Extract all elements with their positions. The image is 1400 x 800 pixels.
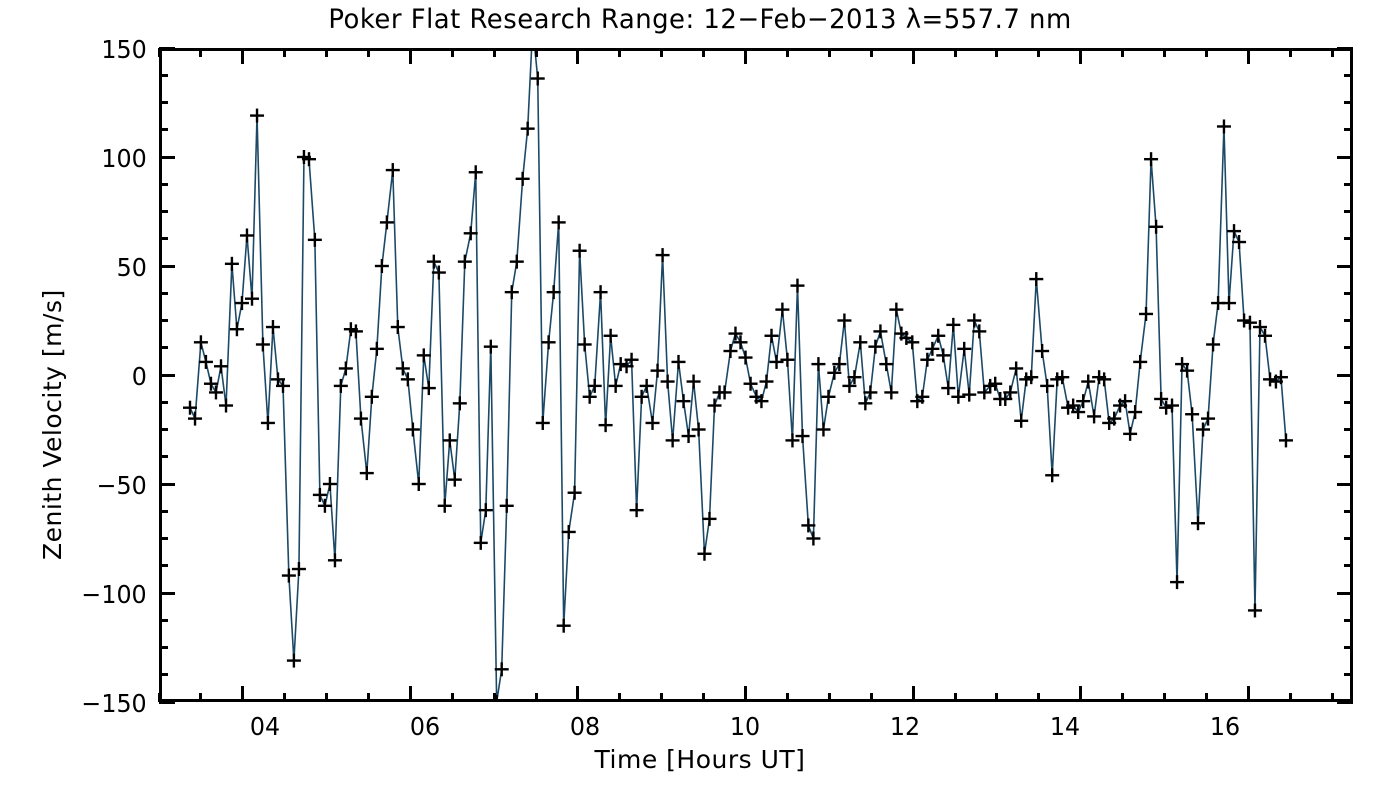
x-tick-label: 10 [729, 712, 761, 741]
x-tick-label: 12 [889, 712, 921, 741]
x-axis-label: Time [Hours UT] [594, 745, 806, 774]
plot-area [157, 46, 1353, 704]
y-tick-label: −150 [81, 689, 147, 718]
y-tick-label: −100 [81, 580, 147, 609]
y-tick-label: 150 [101, 35, 147, 64]
y-axis-label: Zenith Velocity [m/s] [38, 289, 67, 560]
x-tick-label: 04 [249, 712, 281, 741]
x-tick-label: 08 [569, 712, 601, 741]
series-clip [159, 48, 1353, 702]
y-tick-label: −50 [96, 471, 147, 500]
x-tick-label: 16 [1209, 712, 1241, 741]
y-tick-label: 50 [116, 253, 147, 282]
y-tick-label: 0 [131, 362, 147, 391]
data-series-line [183, 48, 1335, 702]
x-tick-label: 14 [1049, 712, 1081, 741]
y-tick-label: 100 [101, 144, 147, 173]
plot-frame [159, 48, 1353, 702]
x-tick-label: 06 [409, 712, 441, 741]
page-title: Poker Flat Research Range: 12−Feb−2013 λ… [328, 4, 1072, 35]
